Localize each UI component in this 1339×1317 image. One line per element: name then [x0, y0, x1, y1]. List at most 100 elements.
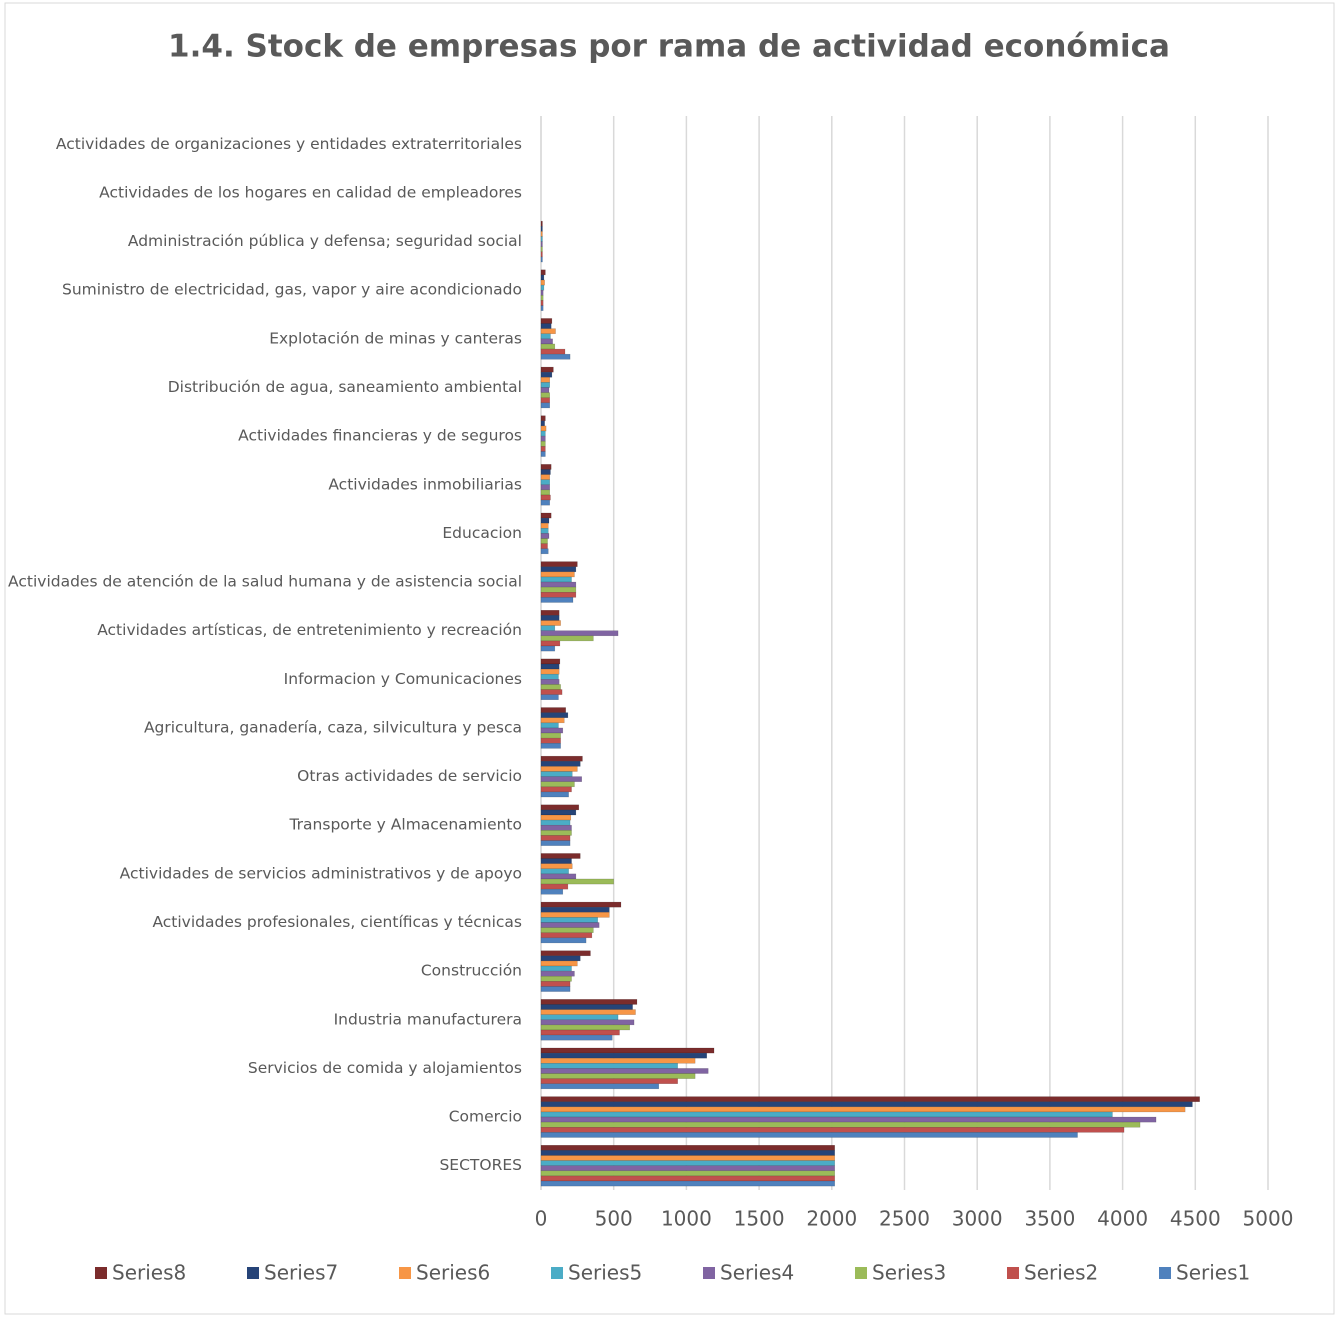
y-tick-label: Otras actividades de servicio — [297, 767, 522, 785]
bar — [540, 1034, 613, 1041]
bar — [540, 950, 591, 957]
bar — [540, 620, 561, 626]
bar — [540, 499, 550, 506]
legend-label: Series8 — [112, 1261, 186, 1285]
bar — [540, 932, 593, 939]
legend-label: Series6 — [416, 1261, 490, 1285]
bar — [540, 279, 545, 286]
bar — [540, 835, 571, 841]
bar — [540, 241, 543, 247]
bar — [540, 231, 543, 237]
bar — [540, 922, 600, 928]
bar — [540, 1068, 709, 1074]
bar — [540, 883, 569, 890]
bar — [540, 761, 581, 767]
bar — [540, 878, 614, 885]
bar — [540, 673, 559, 680]
bar — [540, 917, 598, 923]
bar — [540, 868, 569, 875]
bar — [540, 1127, 1125, 1133]
bar — [540, 1116, 1157, 1123]
bar — [540, 791, 569, 798]
bar — [540, 512, 552, 519]
bar — [540, 814, 572, 821]
bar — [540, 256, 543, 263]
bar — [540, 1083, 660, 1090]
x-tick-label: 4500 — [1170, 1207, 1221, 1231]
bar — [540, 474, 550, 480]
bar — [540, 906, 610, 913]
bar — [540, 1106, 1186, 1113]
bar — [540, 348, 566, 355]
bar — [540, 888, 564, 895]
bar — [540, 402, 550, 409]
bar — [540, 1019, 635, 1026]
bar — [540, 684, 561, 690]
y-tick-label: Actividades artísticas, de entretenimien… — [97, 621, 522, 639]
bar — [540, 295, 544, 301]
bar — [540, 1029, 620, 1036]
bar — [540, 435, 546, 442]
y-tick-label: Actividades inmobiliarias — [328, 475, 522, 493]
bar — [540, 668, 560, 675]
bar — [540, 274, 545, 281]
bar — [540, 489, 550, 496]
x-tick-label: 500 — [595, 1207, 633, 1231]
legend-label: Series2 — [1024, 1261, 1098, 1285]
bar — [540, 830, 572, 836]
bar — [540, 1063, 678, 1069]
bar — [540, 548, 549, 555]
bar — [540, 1101, 1193, 1108]
legend-swatch — [399, 1267, 411, 1279]
y-tick-label: Comercio — [449, 1108, 522, 1126]
bar — [540, 912, 610, 918]
x-tick-label: 4000 — [1097, 1207, 1148, 1231]
bar — [540, 645, 556, 652]
bar — [540, 581, 577, 588]
bar — [540, 220, 543, 227]
y-tick-label: Educacion — [442, 524, 522, 542]
legend-label: Series1 — [1176, 1261, 1250, 1285]
bar — [540, 571, 575, 578]
bar — [540, 533, 550, 539]
bar — [540, 1165, 835, 1172]
bar — [540, 776, 582, 782]
bar — [540, 824, 572, 831]
y-tick-label: Actividades de los hogares en calidad de… — [99, 183, 522, 201]
x-tick-label: 1000 — [661, 1207, 712, 1231]
bar — [540, 853, 581, 859]
bar — [540, 755, 583, 762]
legend-swatch — [551, 1267, 563, 1279]
bar — [540, 446, 546, 452]
bar — [540, 1145, 835, 1151]
bar — [540, 420, 545, 427]
bar — [540, 727, 564, 734]
y-tick-label: Actividades profesionales, científicas y… — [152, 913, 522, 931]
bar — [540, 1057, 696, 1064]
bar — [540, 986, 571, 992]
y-tick-label: Actividades financieras y de seguros — [238, 427, 522, 445]
bar — [540, 981, 571, 987]
bar — [540, 484, 550, 491]
bar — [540, 863, 573, 870]
bar — [540, 586, 577, 593]
y-tick-label: Transporte y Almacenamiento — [288, 816, 522, 834]
bar — [540, 328, 556, 335]
bar — [540, 901, 622, 908]
y-tick-label: SECTORES — [439, 1156, 522, 1174]
bar — [540, 479, 550, 486]
y-tick-label: Industria manufacturera — [334, 1010, 522, 1028]
x-tick-label: 3500 — [1024, 1207, 1075, 1231]
y-tick-label: Actividades de atención de la salud huma… — [8, 573, 522, 591]
bar — [540, 975, 572, 982]
bar — [540, 543, 548, 549]
y-tick-label: Distribución de agua, saneamiento ambien… — [168, 378, 522, 396]
chart-border — [4, 2, 1335, 1315]
bar — [540, 246, 543, 253]
bar — [540, 425, 547, 432]
bar — [540, 1180, 835, 1187]
bar — [540, 635, 594, 642]
bar — [540, 517, 550, 524]
bar — [540, 522, 549, 529]
